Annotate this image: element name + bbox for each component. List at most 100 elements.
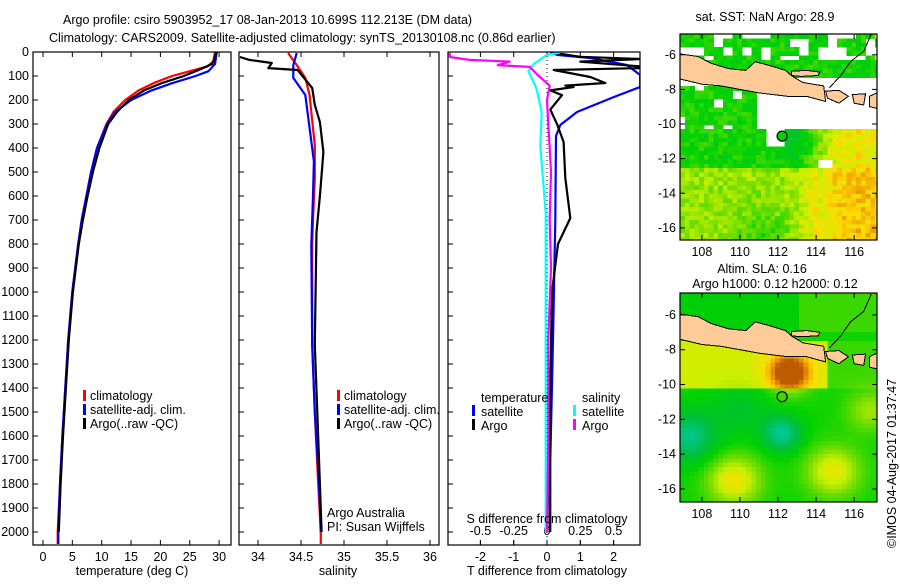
map-cell	[799, 384, 805, 390]
map-cell	[875, 224, 877, 230]
map-cell	[875, 488, 877, 494]
map-cell	[741, 207, 748, 212]
map-cell	[680, 471, 686, 477]
map-cell	[741, 133, 748, 139]
map-cell	[837, 293, 843, 298]
map-cell	[689, 155, 695, 161]
map-cell	[694, 220, 700, 225]
map-cell	[779, 47, 786, 52]
map-cell	[708, 202, 714, 208]
map-cell	[789, 393, 795, 399]
map-cell	[689, 129, 695, 135]
map-cell	[818, 488, 824, 494]
map-cell	[808, 362, 814, 368]
map-cell	[865, 393, 871, 399]
map-cell	[832, 436, 838, 442]
map-cell	[827, 176, 833, 182]
map-cell	[822, 319, 829, 325]
map-cell	[784, 306, 791, 312]
map-cell	[746, 362, 752, 368]
map-cell	[875, 42, 877, 48]
map-cell	[860, 423, 867, 429]
map-cell	[822, 146, 829, 152]
map-cell	[746, 124, 752, 130]
map-cell	[818, 155, 824, 161]
map-cell	[765, 314, 772, 320]
salinity-axis-label: salinity	[319, 564, 358, 578]
map-cell	[689, 471, 695, 477]
map-cell	[718, 397, 724, 403]
map-cell	[760, 42, 767, 48]
map-cell	[837, 336, 843, 342]
map-cell	[727, 137, 733, 143]
map-cell	[694, 458, 700, 464]
map-cell	[694, 194, 700, 199]
map-cell	[846, 64, 852, 70]
map-cell	[680, 34, 686, 39]
legend-swatch-argo	[337, 418, 340, 429]
map-cell	[784, 228, 791, 234]
map-cell	[751, 137, 757, 143]
map-cell	[680, 480, 686, 486]
lon-tick-label: 114	[806, 245, 826, 259]
map-cell	[818, 72, 824, 78]
map-cell	[732, 116, 738, 122]
map-cell	[784, 462, 791, 468]
map-cell	[718, 94, 724, 100]
map-cell	[860, 388, 867, 394]
map-cell	[708, 480, 714, 486]
map-cell	[818, 68, 824, 74]
map-cell	[684, 124, 691, 130]
map-cell	[875, 301, 877, 307]
map-cell	[765, 207, 772, 212]
map-cell	[846, 301, 852, 307]
map-cell	[813, 471, 819, 477]
map-cell	[765, 414, 772, 420]
map-cell	[732, 349, 738, 355]
coastline	[829, 34, 872, 89]
legend-swatch-satellite	[83, 404, 86, 415]
map-cell	[689, 449, 695, 455]
map-cell	[870, 129, 876, 135]
map-cell	[689, 168, 695, 174]
map-cell	[703, 38, 710, 44]
map-cell	[875, 133, 877, 139]
map-cell	[832, 319, 838, 325]
map-cell	[841, 358, 848, 364]
map-cell	[770, 202, 776, 208]
map-cell	[865, 68, 871, 74]
map-cell	[799, 371, 805, 377]
map-cell	[746, 181, 752, 186]
map-cell	[808, 371, 814, 377]
map-cell	[760, 432, 767, 438]
map-cell	[703, 349, 710, 355]
map-cell	[722, 194, 729, 199]
map-cell	[708, 423, 714, 429]
map-cell	[803, 475, 810, 481]
map-cell	[694, 224, 700, 230]
map-cell	[822, 427, 829, 433]
map-cell	[751, 233, 757, 238]
map-cell	[751, 445, 757, 451]
map-cell	[713, 107, 719, 113]
map-cell	[684, 427, 691, 433]
map-cell	[746, 107, 752, 113]
map-cell	[846, 393, 852, 399]
map-cell	[822, 380, 829, 385]
map-cell	[680, 98, 686, 104]
legend-label: Argo	[582, 419, 608, 433]
map-cell	[732, 467, 738, 472]
map-cell	[860, 150, 867, 156]
map-cell	[803, 393, 810, 399]
map-cell	[789, 215, 795, 221]
map-cell	[746, 375, 752, 381]
map-cell	[703, 220, 710, 225]
map-cell	[722, 362, 729, 368]
map-cell	[846, 336, 852, 342]
map-cell	[870, 72, 876, 78]
map-cell	[680, 406, 686, 412]
map-cell	[741, 306, 748, 312]
map-cell	[841, 228, 848, 234]
map-cell	[713, 207, 719, 212]
map-cell	[756, 406, 762, 412]
